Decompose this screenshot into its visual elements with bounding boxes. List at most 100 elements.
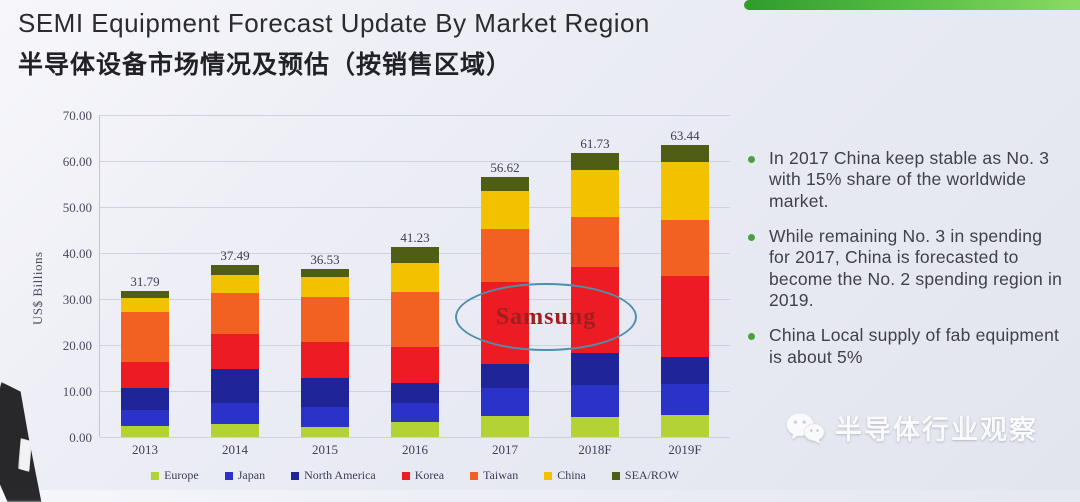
segment-north-america [121,387,169,411]
chart-legend: Europe Japan North America Korea Taiwan China… [100,468,730,483]
segment-sea-row [661,145,709,162]
segment-north-america [301,378,349,408]
segment-sea-row [481,176,529,191]
segment-japan [211,402,259,425]
stacked-bar-chart: US$ Billions Europe Japan North America Kor… [0,100,745,483]
gridline [100,207,730,208]
segment-japan [391,402,439,422]
y-tick-label: 40.00 [62,246,92,261]
legend-swatch [544,471,553,480]
note-item: China Local supply of fab equipment is a… [748,325,1068,368]
segment-china [121,297,169,313]
samsung-annotation-text: Samsung [495,303,597,330]
segment-china [301,276,349,297]
y-tick-label: 70.00 [62,108,92,123]
segment-north-america [211,368,259,403]
stacked-bar-2016 [391,247,439,437]
legend-item-korea: Korea [401,468,444,483]
segment-europe [481,415,529,437]
segment-taiwan [211,293,259,334]
y-axis-label: US$ Billions [30,251,45,325]
bar-total-label: 61.73 [580,136,610,152]
x-tick-label: 2017 [492,442,518,457]
segment-north-america [661,356,709,385]
gridline [100,115,730,116]
y-tick-label: 50.00 [62,200,92,215]
segment-sea-row [301,269,349,277]
y-axis-line [99,115,100,437]
legend-label: China [557,468,586,482]
bar-total-label: 56.62 [490,159,520,175]
segment-north-america [391,383,439,403]
notes-panel: In 2017 China keep stable as No. 3 with … [748,148,1068,382]
legend-label: SEA/ROW [624,468,679,482]
segment-china [391,263,439,292]
y-tick-label: 10.00 [62,384,92,399]
wechat-icon [786,412,825,444]
segment-japan [301,407,349,428]
legend-label: Taiwan [483,468,519,482]
x-tick-label: 2015 [312,442,338,457]
watermark: 半导体行业观察 [785,408,1038,447]
bullet-icon [748,234,755,242]
x-tick-label: 2018F [578,442,612,457]
bullet-icon [748,156,755,163]
segment-sea-row [121,290,169,298]
segment-korea [121,361,169,388]
segment-taiwan [121,312,169,362]
gridline [100,437,730,438]
segment-japan [661,384,709,415]
legend-swatch [611,471,620,480]
segment-korea [391,346,439,384]
segment-sea-row [571,153,619,171]
segment-korea [301,342,349,379]
legend-swatch [401,471,410,480]
segment-taiwan [571,217,619,267]
y-tick-label: 30.00 [62,292,92,307]
legend-item-north-america: North America [291,468,376,483]
segment-europe [121,426,169,437]
bullet-icon [748,333,755,341]
segment-europe [391,421,439,437]
photo-artifact-highlight [18,438,32,472]
x-tick-label: 2014 [222,442,248,457]
legend-item-japan: Japan [224,468,266,483]
stacked-bar-2014 [211,264,259,437]
legend-item-europe: Europe [151,468,199,483]
legend-swatch [470,471,479,480]
note-item: While remaining No. 3 in spending for 20… [748,226,1068,311]
page-title: SEMI Equipment Forecast Update By Market… [18,8,650,38]
segment-sea-row [391,247,439,264]
segment-china [661,161,709,220]
x-tick-label: 2016 [402,442,428,457]
samsung-annotation-ellipse: Samsung [455,283,637,351]
legend-label: Europe [164,468,199,482]
segment-north-america [571,353,619,385]
legend-item-taiwan: Taiwan [470,468,518,483]
segment-europe [571,416,619,437]
y-tick-label: 60.00 [62,154,92,169]
segment-japan [121,410,169,427]
segment-china [211,275,259,294]
bar-total-label: 63.44 [670,128,700,144]
bar-total-label: 37.49 [220,247,250,263]
segment-taiwan [481,229,529,282]
legend-label: Japan [237,468,266,482]
gridline [100,161,730,162]
note-text: While remaining No. 3 in spending for 20… [769,226,1063,311]
note-text: China Local supply of fab equipment is a… [769,325,1060,367]
segment-china [571,170,619,218]
segment-korea [211,333,259,369]
watermark-text: 半导体行业观察 [835,415,1038,445]
y-tick-label: 0.00 [69,430,92,445]
bar-total-label: 31.79 [130,273,160,289]
segment-europe [301,427,349,437]
segment-europe [661,414,709,437]
segment-europe [211,424,259,437]
segment-taiwan [301,296,349,343]
stacked-bar-2013 [121,290,169,437]
legend-swatch [291,471,300,480]
legend-swatch [151,471,160,480]
segment-korea [661,276,709,357]
legend-item-china: China [544,468,586,483]
